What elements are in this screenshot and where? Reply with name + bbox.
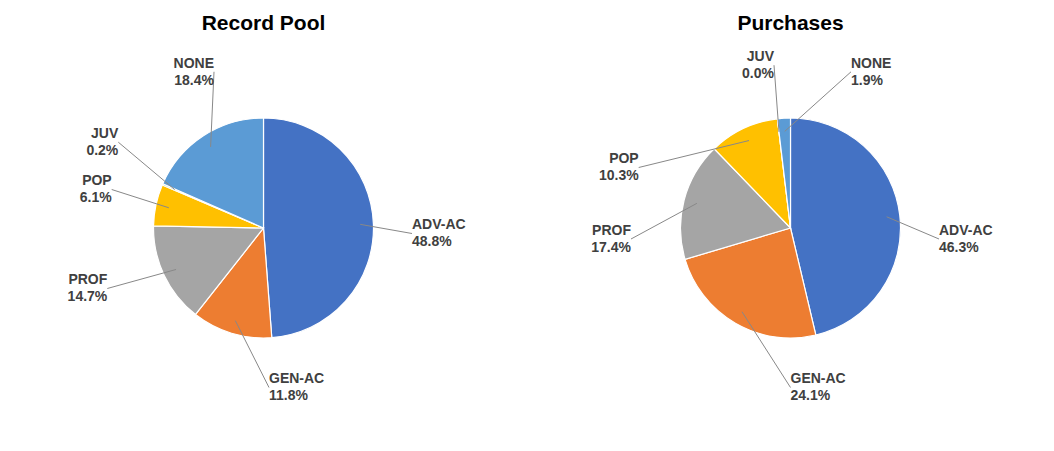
slice-value-label: 18.4% (174, 72, 214, 88)
leader-line (774, 65, 779, 132)
pie-slice (777, 118, 790, 228)
chart-canvas: ADV-AC48.8%GEN-AC11.8%PROF14.7%POP6.1%JU… (0, 0, 1054, 451)
leader-line (785, 72, 851, 132)
pie-panel: ADV-AC46.3% GEN-AC24.1% PROF17.4% POP10.3% J… (591, 48, 992, 403)
pie-slice (714, 119, 790, 228)
slice-category-label: POP (82, 172, 112, 188)
slice-value-label: 46.3% (939, 239, 979, 255)
leader-line (107, 269, 176, 288)
slice-category-label: ADV-AC (412, 216, 466, 232)
pie-panel: ADV-AC48.8% GEN-AC11.8% PROF14.7% POP6.1% JU… (68, 55, 466, 404)
slice-labels: ADV-AC48.8% GEN-AC11.8% PROF14.7% POP6.1% JU… (68, 55, 466, 404)
slice-category-label: JUV (747, 48, 775, 64)
slice-value-label: 24.1% (791, 387, 831, 403)
slice-category-label: PROF (68, 271, 107, 287)
pie-slice (154, 226, 264, 315)
slice-value-label: 6.1% (80, 189, 112, 205)
slice-category-label: GEN-AC (791, 370, 846, 386)
slice-value-label: 11.8% (269, 387, 308, 403)
slice-value-label: 14.7% (68, 288, 108, 304)
slices (681, 118, 901, 338)
leader-line (112, 190, 169, 208)
slice-category-label: ADV-AC (939, 222, 993, 238)
chart-title: Purchases (737, 11, 843, 34)
leader-line (631, 203, 697, 239)
leader-line (360, 224, 412, 233)
pie-slice (163, 118, 264, 228)
pie-slice (264, 118, 374, 338)
leader-line (742, 312, 790, 388)
slice-value-label: 1.9% (851, 72, 883, 88)
chart-title: Record Pool (202, 11, 326, 34)
slice-category-label: NONE (174, 55, 214, 71)
leader-line (639, 141, 749, 168)
slice-category-label: GEN-AC (269, 370, 324, 386)
slice-category-label: PROF (592, 222, 631, 238)
pie-slice (777, 119, 790, 228)
slice-labels: ADV-AC46.3% GEN-AC24.1% PROF17.4% POP10.3% J… (591, 48, 992, 403)
slice-value-label: 0.0% (742, 65, 774, 81)
slice-category-label: JUV (91, 125, 119, 141)
slice-category-label: POP (609, 150, 639, 166)
leader-line (118, 142, 174, 189)
slice-value-label: 17.4% (591, 239, 631, 255)
slice-value-label: 0.2% (86, 142, 118, 158)
slice-value-label: 48.8% (412, 233, 452, 249)
slice-value-label: 10.3% (599, 167, 639, 183)
leader-line (887, 217, 939, 239)
leader-line (235, 321, 269, 388)
slice-category-label: NONE (851, 55, 891, 71)
slices (154, 118, 374, 338)
